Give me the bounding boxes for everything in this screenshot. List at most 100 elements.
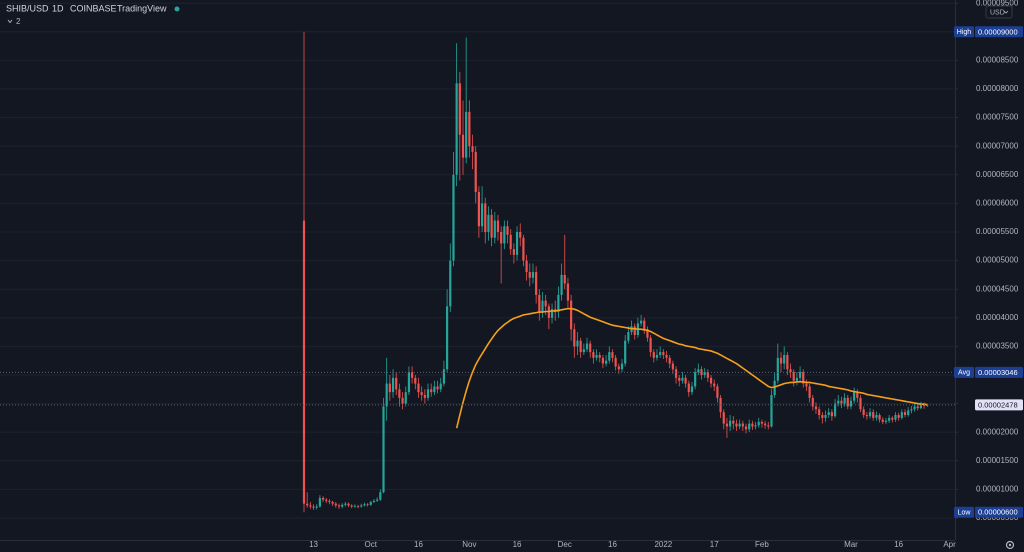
candle-body	[601, 357, 605, 364]
x-tick-label: Oct	[365, 540, 378, 549]
moving-average-line	[455, 307, 928, 429]
candle-body	[732, 420, 735, 424]
candle-body	[442, 369, 446, 384]
candle-body	[703, 372, 706, 375]
candle-body	[468, 111, 471, 147]
price-tag: Low	[958, 510, 972, 517]
candle-body	[827, 412, 830, 416]
candle-body	[595, 354, 598, 358]
candle-body	[814, 406, 818, 410]
candle-body	[779, 357, 783, 364]
candle-body	[382, 406, 385, 493]
candle-body	[369, 501, 372, 505]
price-tag: Avg	[958, 370, 970, 377]
candle-body	[767, 425, 770, 427]
candle-body	[458, 83, 461, 135]
candle-body	[480, 203, 484, 227]
candle-body	[344, 503, 347, 505]
candle-body	[681, 377, 684, 381]
candle-body	[888, 417, 891, 421]
collapse-chevron[interactable]	[7, 19, 13, 24]
candle-body	[325, 499, 328, 501]
candle-body	[754, 425, 757, 427]
candle-body	[770, 395, 773, 427]
candle-body	[500, 231, 503, 244]
candle-body	[592, 352, 595, 358]
candle-body	[528, 272, 531, 278]
candle-body	[309, 505, 312, 507]
y-tick-label: 0.00007000	[976, 141, 1019, 150]
candle-body	[840, 400, 843, 404]
candle-body	[347, 503, 350, 506]
candle-body	[417, 383, 420, 393]
candle-body	[372, 500, 376, 502]
gear-icon	[1005, 540, 1015, 550]
candle-body	[585, 343, 589, 350]
candle-body	[366, 504, 369, 506]
candle-body	[859, 397, 862, 410]
price-tag-box	[954, 506, 974, 518]
gear-hub	[1008, 543, 1012, 547]
candle-body	[515, 231, 519, 255]
candle-body	[643, 320, 646, 330]
candle-body	[792, 372, 795, 381]
candle-body	[856, 392, 859, 398]
y-tick-label: 0.00005000	[976, 256, 1019, 265]
candle-body	[757, 421, 760, 426]
candle-body	[821, 415, 824, 418]
candle-body	[331, 501, 334, 504]
candle-body	[550, 309, 554, 318]
x-tick-label: 16	[894, 540, 903, 549]
candle-body	[350, 505, 353, 507]
y-tick-label: 0.00002000	[976, 427, 1019, 436]
price-value-box	[975, 366, 1023, 378]
grid	[0, 2, 955, 519]
candle-body	[725, 423, 729, 427]
candle-body	[570, 300, 573, 330]
candle-body	[706, 372, 709, 378]
candle-body	[853, 392, 856, 401]
y-tick-label: 0.00005500	[976, 227, 1019, 236]
price-tag-box	[954, 26, 974, 38]
candle-body	[700, 369, 703, 375]
candle-body	[849, 400, 853, 407]
candle-body	[662, 352, 665, 355]
candle-body	[744, 426, 748, 430]
candle-body	[356, 505, 360, 507]
candle-body	[833, 403, 837, 417]
candle-body	[334, 503, 337, 506]
y-tick-label: 0.00009500	[976, 0, 1019, 7]
candle-body	[363, 504, 366, 506]
candle-body	[729, 420, 732, 427]
candle-body	[509, 234, 512, 250]
candle-body	[525, 260, 528, 273]
candle-body	[315, 506, 318, 508]
y-tick-label: 0.00004500	[976, 284, 1019, 293]
candle-body	[360, 505, 363, 507]
y-tick-label: 0.00008000	[976, 84, 1019, 93]
candle-body	[414, 377, 417, 384]
candle-body	[579, 340, 582, 353]
candle-body	[735, 423, 738, 427]
candle-body	[433, 386, 436, 393]
candle-body	[843, 397, 846, 404]
currency-button[interactable]: USD	[985, 5, 1013, 19]
settings-button[interactable]	[1005, 540, 1015, 550]
candle-body	[563, 274, 566, 284]
plot	[0, 31, 955, 513]
candle-body	[907, 410, 910, 416]
candle-body	[926, 404, 929, 406]
candle-body	[512, 249, 515, 255]
candle-body	[318, 497, 321, 507]
candle-body	[786, 354, 789, 370]
x-tick-label: 2022	[654, 540, 672, 549]
candle-body	[353, 505, 356, 507]
candle-body	[881, 419, 884, 422]
candle-body	[455, 83, 458, 175]
candle-body	[894, 415, 897, 420]
candle-body	[430, 389, 433, 393]
candle-body	[884, 420, 888, 422]
legend: SHIB/USD 1D COINBASE TradingView 2	[6, 3, 180, 26]
price-value-box	[975, 399, 1023, 411]
y-tick-label: 0.00007500	[976, 113, 1019, 122]
